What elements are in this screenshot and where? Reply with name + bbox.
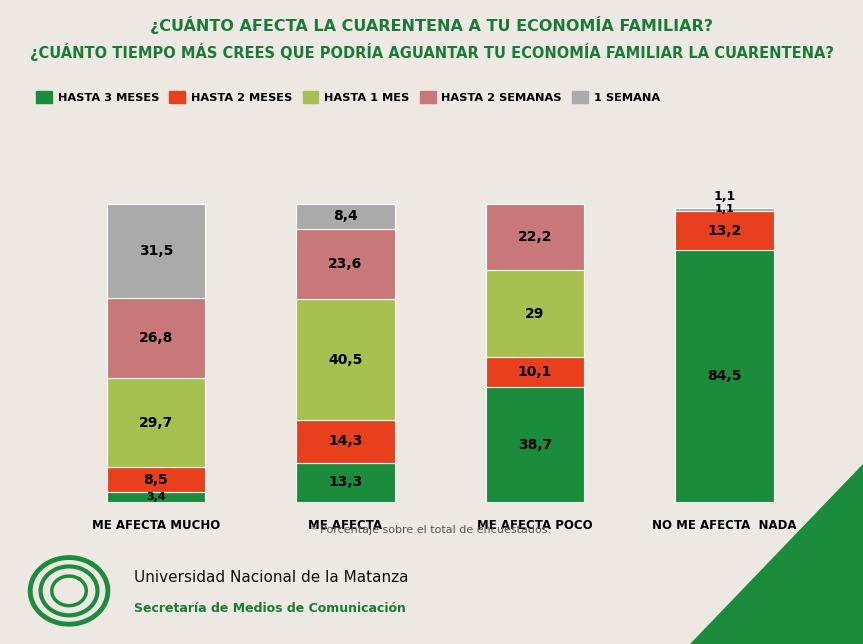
Text: NO ME AFECTA  NADA: NO ME AFECTA NADA	[652, 518, 797, 532]
Bar	[486, 204, 584, 270]
Text: * Porcentaje sobre el total de encuestados.: * Porcentaje sobre el total de encuestad…	[312, 525, 551, 535]
Text: ¿CUÁNTO TIEMPO MÁS CREES QUE PODRÍA AGUANTAR TU ECONOMÍA FAMILIAR LA CUARENTENA?: ¿CUÁNTO TIEMPO MÁS CREES QUE PODRÍA AGUA…	[29, 43, 834, 61]
Bar	[675, 208, 773, 211]
Text: 22,2: 22,2	[518, 231, 552, 244]
Bar	[107, 205, 205, 298]
Text: 14,3: 14,3	[328, 434, 362, 448]
Text: ME AFECTA POCO: ME AFECTA POCO	[477, 518, 593, 532]
Text: ME AFECTA: ME AFECTA	[308, 518, 382, 532]
Text: 23,6: 23,6	[328, 257, 362, 271]
Text: 1,1: 1,1	[713, 190, 735, 204]
Text: 29: 29	[526, 307, 545, 321]
Bar	[107, 467, 205, 492]
Text: 1,1: 1,1	[715, 204, 734, 214]
Bar	[296, 420, 394, 462]
Legend: HASTA 3 MESES, HASTA 2 MESES, HASTA 1 MES, HASTA 2 SEMANAS, 1 SEMANA: HASTA 3 MESES, HASTA 2 MESES, HASTA 1 ME…	[32, 86, 665, 108]
Text: 26,8: 26,8	[139, 332, 173, 345]
Text: 8,4: 8,4	[333, 209, 358, 223]
Text: 31,5: 31,5	[139, 245, 173, 258]
Text: ME AFECTA MUCHO: ME AFECTA MUCHO	[91, 518, 220, 532]
Text: 29,7: 29,7	[139, 415, 173, 430]
Text: 84,5: 84,5	[707, 370, 741, 383]
Text: 10,1: 10,1	[518, 365, 552, 379]
Text: 13,2: 13,2	[707, 223, 741, 238]
Bar	[486, 270, 584, 357]
Text: Secretaría de Medios de Comunicación: Secretaría de Medios de Comunicación	[134, 602, 406, 615]
Bar	[675, 251, 773, 502]
Bar	[486, 387, 584, 502]
Bar	[675, 211, 773, 251]
Bar	[486, 357, 584, 387]
Bar	[296, 229, 394, 299]
Bar	[107, 492, 205, 502]
Bar	[296, 299, 394, 420]
Bar	[296, 204, 394, 229]
Bar	[107, 378, 205, 467]
Bar	[296, 462, 394, 502]
Text: 3,4: 3,4	[146, 492, 166, 502]
Bar	[107, 298, 205, 378]
Text: 8,5: 8,5	[143, 473, 168, 486]
Text: ¿CUÁNTO AFECTA LA CUARENTENA A TU ECONOMÍA FAMILIAR?: ¿CUÁNTO AFECTA LA CUARENTENA A TU ECONOM…	[150, 16, 713, 34]
Text: 13,3: 13,3	[328, 475, 362, 489]
Text: 38,7: 38,7	[518, 438, 552, 451]
Text: 40,5: 40,5	[328, 353, 362, 366]
Text: Universidad Nacional de la Matanza: Universidad Nacional de la Matanza	[134, 570, 408, 585]
